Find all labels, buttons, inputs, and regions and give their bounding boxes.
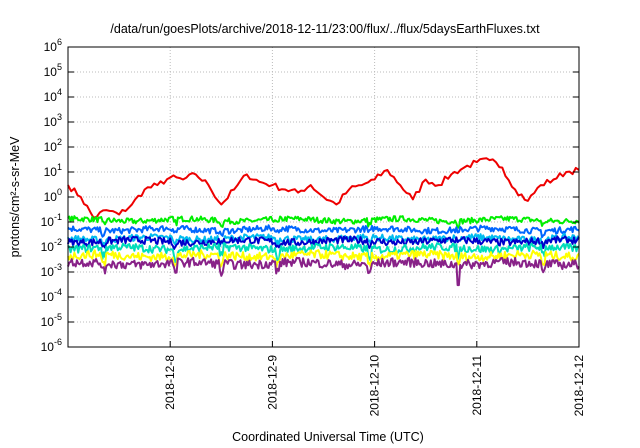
y-tick-label: 102 xyxy=(44,137,62,154)
y-tick-label: 10-1 xyxy=(41,212,62,229)
y-tick-label: 103 xyxy=(44,112,62,129)
series-line xyxy=(67,157,580,219)
y-tick-label: 10-6 xyxy=(41,337,62,354)
y-tick-label: 10-5 xyxy=(41,312,62,329)
y-tick-label: 10-2 xyxy=(41,237,62,254)
x-tick-label: 2018-12-10 xyxy=(368,355,382,417)
series-line xyxy=(67,242,580,263)
y-tick-label: 10-3 xyxy=(41,262,62,279)
chart-title: /data/run/goesPlots/archive/2018-12-11/2… xyxy=(110,22,540,36)
series-line xyxy=(67,233,580,248)
y-tick-label: 104 xyxy=(44,87,62,104)
y-tick-label: 105 xyxy=(44,62,62,79)
x-tick-label: 2018-12-11 xyxy=(470,355,484,416)
x-axis-label: Coordinated Universal Time (UTC) xyxy=(232,430,424,444)
x-axis-ticks: 2018-12-8 2018-12-9 2018-12-10 2018-12-11 20… xyxy=(163,341,586,416)
y-tick-label: 100 xyxy=(44,187,62,204)
y-axis-ticks: 10-6 10-5 10-4 10-3 10-2 10-1 100 101 102 103 104 1… xyxy=(41,37,579,354)
x-tick-label: 2018-12-8 xyxy=(163,355,177,410)
y-tick-label: 101 xyxy=(44,162,62,179)
y-axis-label: protons/cm²-s-sr-MeV xyxy=(8,136,22,258)
series-line xyxy=(67,256,580,287)
x-tick-label: 2018-12-12 xyxy=(572,355,586,417)
series-line xyxy=(67,249,580,269)
y-tick-label: 106 xyxy=(44,37,62,54)
series-line xyxy=(67,224,580,239)
series-lines xyxy=(67,157,580,287)
y-tick-label: 10-4 xyxy=(41,287,62,304)
series-line xyxy=(67,215,580,229)
x-tick-label: 2018-12-9 xyxy=(265,355,279,410)
series-line xyxy=(67,235,580,251)
